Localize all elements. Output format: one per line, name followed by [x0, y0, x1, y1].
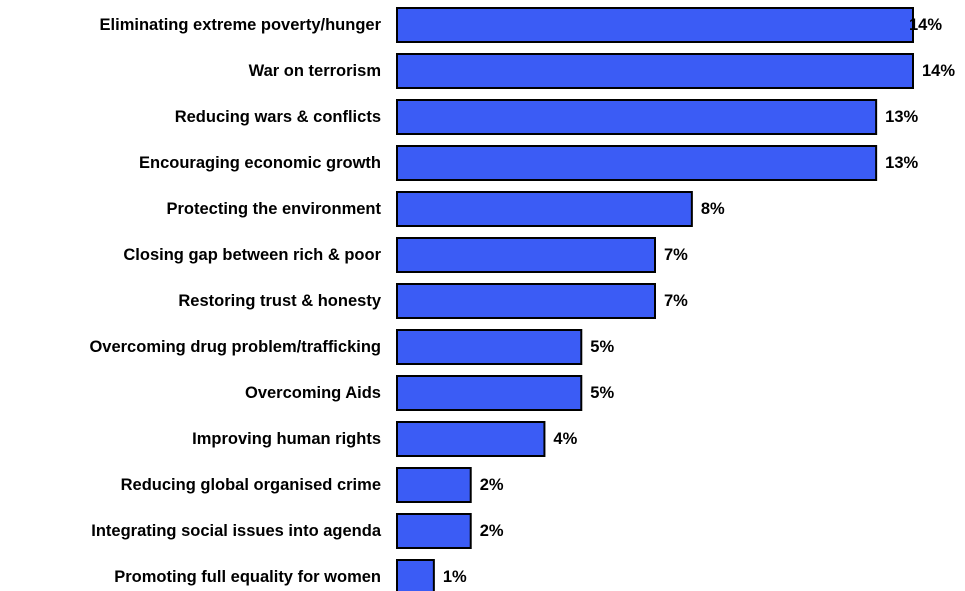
- category-label: Promoting full equality for women: [114, 568, 381, 586]
- category-label: War on terrorism: [249, 62, 381, 80]
- value-label: 1%: [443, 568, 467, 586]
- category-label: Encouraging economic growth: [139, 154, 381, 172]
- bar: [396, 191, 693, 227]
- bar: [396, 145, 878, 181]
- bar: [396, 375, 583, 411]
- bar: [396, 99, 878, 135]
- value-label: 8%: [701, 200, 725, 218]
- bar: [396, 7, 914, 43]
- bar: [396, 421, 546, 457]
- bar: [396, 53, 914, 89]
- category-label: Closing gap between rich & poor: [123, 246, 381, 264]
- bar: [396, 329, 583, 365]
- category-label: Protecting the environment: [166, 200, 381, 218]
- value-label: 7%: [664, 246, 688, 264]
- value-label: 2%: [480, 522, 504, 540]
- bar: [396, 237, 656, 273]
- category-label: Restoring trust & honesty: [178, 292, 381, 310]
- value-label: 5%: [590, 384, 614, 402]
- category-label: Overcoming drug problem/trafficking: [89, 338, 381, 356]
- value-label: 5%: [590, 338, 614, 356]
- value-label: 13%: [885, 154, 918, 172]
- category-label: Eliminating extreme poverty/hunger: [100, 16, 382, 34]
- bar: [396, 283, 656, 319]
- value-label: 14%: [922, 62, 955, 80]
- value-labels: 14% 14% 13% 13% 8% 7% 7% 5% 5% 4% 2% 2% 1%: [443, 16, 955, 586]
- value-label: 13%: [885, 108, 918, 126]
- value-label: 4%: [553, 430, 577, 448]
- category-label: Reducing wars & conflicts: [175, 108, 381, 126]
- bars: [396, 7, 914, 591]
- category-label: Overcoming Aids: [245, 384, 381, 402]
- bar: [396, 467, 472, 503]
- bar: [396, 559, 435, 591]
- category-label: Improving human rights: [192, 430, 381, 448]
- value-label: 2%: [480, 476, 504, 494]
- category-label: Reducing global organised crime: [121, 476, 381, 494]
- bar: [396, 513, 472, 549]
- value-label: 7%: [664, 292, 688, 310]
- value-label: 14%: [909, 16, 942, 34]
- category-label: Integrating social issues into agenda: [91, 522, 382, 540]
- category-labels: Eliminating extreme poverty/hunger War on…: [89, 16, 381, 586]
